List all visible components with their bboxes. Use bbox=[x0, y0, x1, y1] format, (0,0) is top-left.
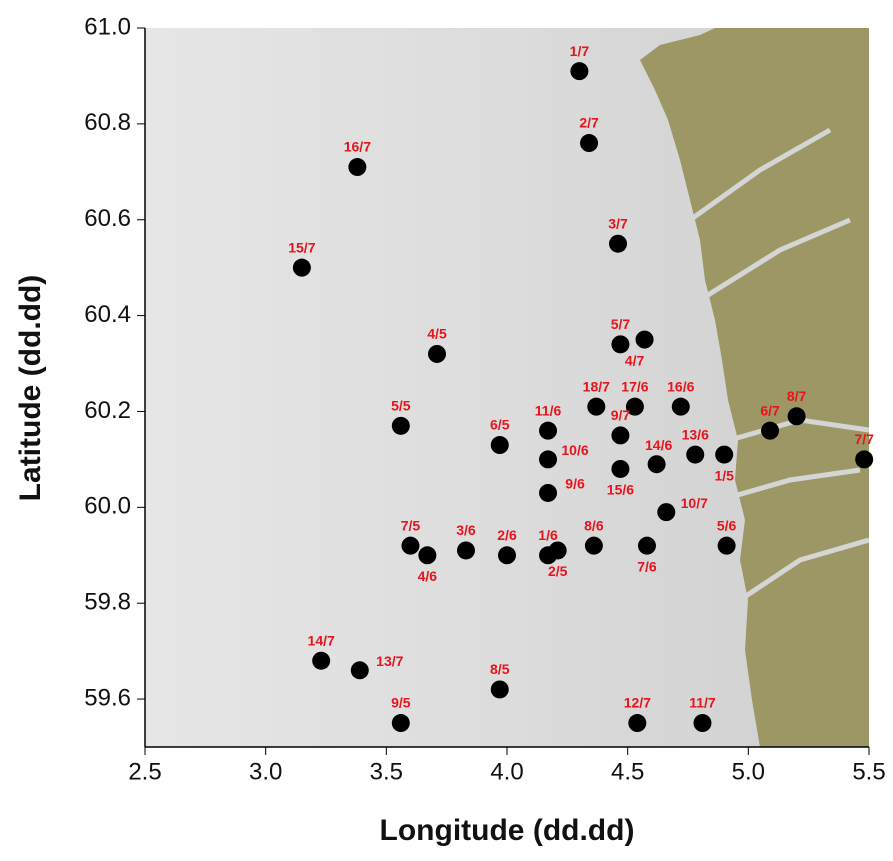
station-point bbox=[628, 714, 646, 732]
station-label: 13/6 bbox=[682, 426, 709, 442]
y-tick-label: 59.6 bbox=[84, 684, 131, 711]
y-tick-label: 61.0 bbox=[84, 13, 131, 40]
station-point bbox=[428, 345, 446, 363]
station-point bbox=[855, 450, 873, 468]
station-point bbox=[418, 546, 436, 564]
y-tick-label: 60.0 bbox=[84, 493, 131, 520]
station-point bbox=[611, 335, 629, 353]
station-point bbox=[636, 331, 654, 349]
station-label: 10/7 bbox=[681, 495, 708, 511]
station-label: 18/7 bbox=[583, 378, 610, 394]
station-label: 15/7 bbox=[288, 239, 315, 255]
x-tick-label: 3.0 bbox=[249, 758, 282, 785]
station-point bbox=[585, 537, 603, 555]
station-point bbox=[457, 541, 475, 559]
station-label: 1/5 bbox=[714, 467, 734, 483]
station-point bbox=[392, 714, 410, 732]
y-tick-label: 60.6 bbox=[84, 205, 131, 232]
station-point bbox=[293, 259, 311, 277]
station-point bbox=[539, 450, 557, 468]
station-label: 5/5 bbox=[391, 398, 411, 414]
y-tick-label: 60.2 bbox=[84, 397, 131, 424]
station-point bbox=[657, 503, 675, 521]
station-point bbox=[491, 680, 509, 698]
station-point bbox=[570, 62, 588, 80]
y-axis-title: Latitude (dd.dd) bbox=[14, 275, 47, 502]
station-point bbox=[672, 398, 690, 416]
station-point bbox=[609, 235, 627, 253]
station-label: 6/7 bbox=[760, 402, 780, 418]
station-label: 16/7 bbox=[344, 139, 371, 155]
station-label: 7/5 bbox=[401, 517, 421, 533]
station-label: 3/7 bbox=[608, 215, 628, 231]
station-label: 2/7 bbox=[579, 115, 599, 131]
station-label: 8/5 bbox=[490, 661, 510, 677]
station-point bbox=[491, 436, 509, 454]
station-point bbox=[580, 134, 598, 152]
x-tick-label: 4.5 bbox=[611, 758, 644, 785]
station-point bbox=[348, 158, 366, 176]
x-tick-label: 5.0 bbox=[732, 758, 765, 785]
station-label: 8/7 bbox=[787, 388, 807, 404]
station-point bbox=[401, 537, 419, 555]
station-label: 9/7 bbox=[611, 407, 631, 423]
station-label: 1/6 bbox=[538, 527, 558, 543]
y-tick-label: 59.8 bbox=[84, 589, 131, 616]
station-label: 11/6 bbox=[535, 402, 562, 418]
x-axis-title: Longitude (dd.dd) bbox=[380, 814, 635, 847]
station-label: 3/6 bbox=[456, 522, 476, 538]
station-point bbox=[638, 537, 656, 555]
station-point bbox=[539, 484, 557, 502]
station-point bbox=[718, 537, 736, 555]
station-point bbox=[312, 652, 330, 670]
y-tick-label: 60.8 bbox=[84, 109, 131, 136]
station-label: 9/5 bbox=[391, 695, 411, 711]
station-label: 13/7 bbox=[376, 653, 403, 669]
station-label: 17/6 bbox=[621, 378, 648, 394]
station-point bbox=[498, 546, 516, 564]
station-point bbox=[587, 398, 605, 416]
station-label: 4/7 bbox=[625, 352, 645, 368]
x-tick-label: 4.0 bbox=[490, 758, 523, 785]
station-label: 15/6 bbox=[607, 482, 634, 498]
station-label: 8/6 bbox=[584, 517, 604, 533]
station-point bbox=[549, 541, 567, 559]
y-tick-label: 60.4 bbox=[84, 301, 131, 328]
station-point bbox=[351, 661, 369, 679]
station-label: 6/5 bbox=[490, 417, 510, 433]
x-tick-label: 5.5 bbox=[852, 758, 885, 785]
station-point bbox=[761, 422, 779, 440]
station-label: 11/7 bbox=[689, 695, 716, 711]
station-point bbox=[539, 422, 557, 440]
station-label: 4/5 bbox=[427, 326, 447, 342]
station-point bbox=[715, 446, 733, 464]
station-label: 16/6 bbox=[667, 378, 694, 394]
station-point bbox=[693, 714, 711, 732]
station-label: 9/6 bbox=[565, 476, 585, 492]
map: Longitude (dd.dd) Latitude (dd.dd) 2.5 3.… bbox=[0, 0, 893, 861]
station-point bbox=[611, 460, 629, 478]
station-label: 12/7 bbox=[624, 695, 651, 711]
station-label: 2/6 bbox=[497, 527, 517, 543]
station-label: 4/6 bbox=[418, 568, 438, 584]
station-label: 14/7 bbox=[308, 632, 335, 648]
station-label: 5/7 bbox=[611, 316, 631, 332]
station-point bbox=[611, 426, 629, 444]
station-point bbox=[686, 446, 704, 464]
station-label: 7/7 bbox=[854, 431, 874, 447]
station-point bbox=[392, 417, 410, 435]
x-tick-label: 3.5 bbox=[370, 758, 403, 785]
station-label: 2/5 bbox=[548, 563, 568, 579]
station-label: 1/7 bbox=[570, 43, 590, 59]
station-label: 14/6 bbox=[645, 437, 672, 453]
station-label: 5/6 bbox=[717, 517, 737, 533]
station-point bbox=[788, 407, 806, 425]
station-point bbox=[648, 455, 666, 473]
station-label: 7/6 bbox=[637, 558, 657, 574]
x-tick-label: 2.5 bbox=[128, 758, 161, 785]
station-label: 10/6 bbox=[561, 442, 588, 458]
